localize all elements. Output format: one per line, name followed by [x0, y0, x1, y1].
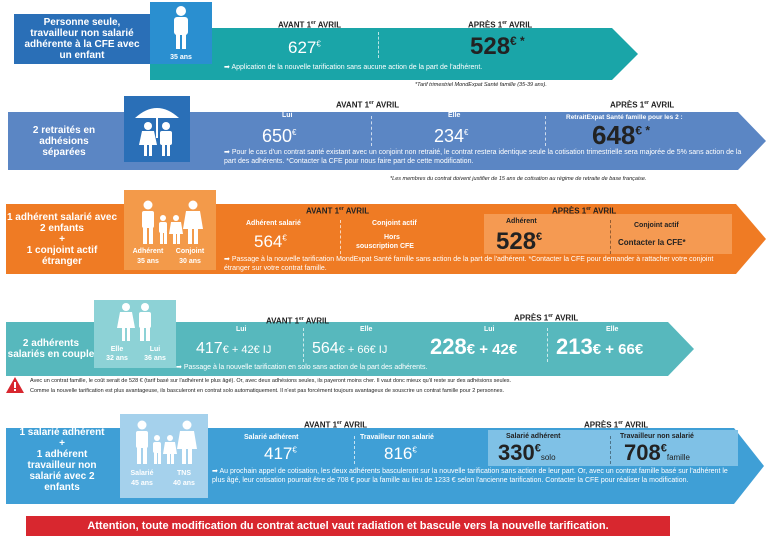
s3-age-conjoint: 30 ans [179, 258, 201, 265]
s3-fig-adherent: Adhérent [132, 248, 164, 255]
s1-before-header: AVANT 1er AVRIL [278, 20, 342, 30]
s3-age-adherent: 35 ans [137, 258, 159, 265]
s2-caption-lui: Lui [282, 112, 293, 119]
s2-caption-elle: Elle [448, 112, 461, 119]
s3-after-box [484, 214, 732, 254]
s1-note: ➡ Application de la nouvelle tarificatio… [224, 64, 483, 71]
s4-label: 2 adhérents salariés en couple [7, 338, 95, 360]
s5-caption-salarie-after: Salarié adhérent [506, 433, 561, 440]
s2-after-header: APRÈS 1er AVRIL [610, 100, 675, 110]
s4-caption-lui-after: Lui [484, 326, 495, 333]
s5-label-box: 1 salarié adhérent + 1 adhérent travaill… [6, 416, 118, 504]
s5-after-header: APRÈS 1er AVRIL [584, 420, 649, 430]
s4-caption-elle-after: Elle [606, 326, 619, 333]
s4-figure-box [94, 300, 176, 368]
s1-footnote: *Tarif trimestriel MondExpat Santé famil… [415, 82, 547, 88]
s1-after-price: 528€ * [470, 33, 525, 60]
s4-after-elle: 213€ + 66€ [556, 334, 644, 359]
person-icon [174, 6, 188, 49]
s5-fig-tns: TNS [177, 470, 191, 477]
s3-plus: + [59, 233, 65, 245]
s4-caption-elle: Elle [360, 326, 373, 333]
s3-after-price: 528€ [496, 228, 543, 255]
s4-before-elle: 564€ + 66€ IJ [312, 340, 388, 357]
s3-before-header: AVANT 1er AVRIL [306, 206, 370, 216]
s3-contact: Contacter la CFE* [618, 238, 686, 247]
s3-after-header: APRÈS 1er AVRIL [552, 206, 617, 216]
s4-age-lui: 36 ans [144, 355, 166, 362]
s2-note: ➡ Pour le cas d'un contrat santé existan… [224, 149, 742, 165]
s3-price-adherent: 564€ [254, 232, 287, 251]
s5-after-salarie: 330€solo [498, 440, 556, 465]
s3-label-1: 1 adhérent salarié avec 2 enfants [6, 211, 118, 234]
s4-before-lui: 417€ + 42€ IJ [196, 340, 272, 357]
s2-price-lui: 650€ [262, 126, 297, 146]
s5-label-2: 1 adhérent travailleur non salarié avec … [27, 449, 97, 493]
s5-after-box [488, 430, 738, 466]
family-icon-2 [136, 420, 197, 464]
s5-figure-box [120, 414, 208, 498]
s3-label-box: 1 adhérent salarié avec 2 enfants + 1 co… [6, 204, 118, 274]
s2-label: 2 retraités en adhésions séparées [32, 124, 96, 158]
s5-age-tns: 40 ans [173, 480, 195, 487]
s3-caption-conjoint: Conjoint actif [372, 220, 417, 227]
s3-fig-conjoint: Conjoint [175, 248, 205, 255]
s1-age: 35 ans [170, 54, 192, 61]
s4-before-header: AVANT 1er AVRIL [266, 316, 330, 326]
s4-age-elle: 32 ans [106, 355, 128, 362]
warning-icon [6, 377, 24, 393]
s5-caption-tns: Travailleur non salarié [360, 434, 434, 441]
s2-before-header: AVANT 1er AVRIL [336, 100, 400, 110]
s1-before-price: 627€ [288, 38, 321, 57]
s5-before-header: AVANT 1er AVRIL [304, 420, 368, 430]
s4-caption-lui: Lui [236, 326, 247, 333]
s5-caption-tns-after: Travailleur non salarié [620, 433, 694, 440]
s4-label-box: 2 adhérents salariés en couple [6, 322, 96, 376]
s2-arrow [8, 112, 766, 170]
couple-icon [117, 303, 151, 341]
s4-fig-elle: Elle [110, 346, 124, 353]
s2-label-box: 2 retraités en adhésions séparées [8, 112, 120, 170]
s1-after-header: APRÈS 1er AVRIL [468, 20, 533, 30]
s1-label: Personne seule, travailleur non salarié … [24, 17, 140, 61]
s1-label-box: Personne seule, travailleur non salarié … [14, 14, 150, 64]
s5-before-tns: 816€ [384, 444, 417, 463]
s3-note: ➡ Passage à la nouvelle tarification Mon… [224, 256, 714, 272]
s3-caption-adherent-after: Adhérent [506, 218, 537, 225]
s5-age-salarie: 45 ans [131, 480, 153, 487]
s4-fig-lui: Lui [149, 346, 161, 353]
attention-text: Attention, toute modification du contrat… [87, 520, 609, 532]
s5-after-tns: 708€famille [624, 440, 690, 465]
s3-label-2: 1 conjoint actif étranger [26, 244, 98, 267]
s2-after-price: 648€ * [592, 120, 651, 150]
s4-after-lui: 228€ + 42€ [430, 334, 518, 359]
s3-hors-souscription: souscription CFE [356, 243, 414, 250]
s4-arrow [6, 322, 694, 376]
s2-footnote: *Les membres du contrat doivent justifie… [390, 176, 647, 182]
family-icon [142, 200, 203, 244]
umbrella-couple-icon [135, 108, 179, 156]
s1-arrow [150, 28, 638, 80]
s5-caption-salarie: Salarié adhérent [244, 434, 299, 441]
s3-caption-adherent: Adhérent salarié [246, 220, 301, 227]
s5-before-salarie: 417€ [264, 444, 297, 463]
s4-warning-line-1: Avec un contrat famille, le coût serait … [30, 378, 512, 384]
s5-plus: + [59, 438, 65, 449]
s5-note: ➡ Au prochain appel de cotisation, les d… [212, 468, 728, 484]
s3-caption-conjoint-after: Conjoint actif [634, 222, 679, 229]
s3-hors: Hors [384, 234, 400, 241]
s4-after-header: APRÈS 1er AVRIL [514, 313, 579, 323]
s4-warning-line-2: Comme la nouvelle tarification est plus … [30, 388, 505, 394]
s5-label-1: 1 salarié adhérent [19, 427, 105, 438]
s5-fig-salarie: Salarié [130, 470, 154, 477]
attention-banner: Attention, toute modification du contrat… [26, 516, 670, 536]
s4-note: ➡ Passage à la nouvelle tarification en … [176, 364, 428, 371]
s2-price-elle: 234€ [434, 126, 469, 146]
s2-caption-after: RetraitExpat Santé famille pour les 2 : [566, 114, 683, 121]
